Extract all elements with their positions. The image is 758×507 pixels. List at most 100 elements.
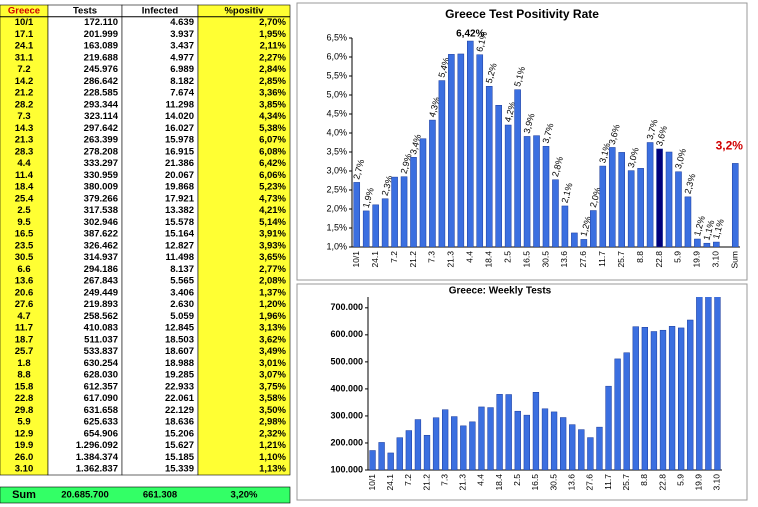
table-cell: 6.989 — [170, 64, 194, 75]
table-cell: 3,91% — [259, 229, 286, 240]
table-header: Greece — [8, 5, 40, 16]
table-cell: 21.3 — [15, 135, 34, 146]
table-cell: 3,07% — [259, 370, 286, 381]
table-cell: 25.7 — [15, 346, 34, 357]
sum-cell: 20.685.700 — [61, 490, 109, 501]
x-tick-label: 21.3 — [458, 474, 468, 491]
table-cell: 25.4 — [15, 193, 34, 204]
table-cell: 1,21% — [259, 440, 286, 451]
table-cell: 201.999 — [84, 29, 118, 40]
bar — [641, 327, 649, 470]
table-cell: 654.906 — [84, 428, 118, 439]
bar — [675, 171, 682, 247]
table-cell: 3,62% — [259, 334, 286, 345]
bar — [656, 148, 663, 247]
bar — [614, 358, 621, 470]
table-cell: 16.027 — [165, 123, 194, 134]
table-cell: 3,93% — [259, 240, 286, 251]
value-label: 3,2% — [716, 139, 744, 153]
table-cell: 4.977 — [170, 52, 194, 63]
table-cell: 258.562 — [84, 311, 118, 322]
table-cell: 20.6 — [15, 287, 34, 298]
bar — [533, 135, 540, 247]
table-cell: 20.067 — [165, 170, 194, 181]
bar — [438, 80, 446, 247]
y-tick-label: 3,5% — [326, 146, 347, 156]
table-cell: 18.988 — [165, 358, 194, 369]
table-cell: 172.110 — [84, 17, 118, 28]
table-cell: 533.837 — [84, 346, 118, 357]
table-cell: 219.688 — [84, 52, 118, 63]
bar — [561, 205, 569, 247]
bar — [372, 204, 379, 247]
table-cell: 13.382 — [165, 205, 194, 216]
bar — [632, 326, 639, 470]
column-bg — [121, 4, 199, 476]
table-cell: 3,49% — [259, 346, 286, 357]
table-cell: 3,65% — [259, 252, 286, 263]
bar — [457, 53, 465, 247]
x-tick-label: 21.2 — [421, 474, 431, 491]
x-tick-label: 3.10 — [711, 251, 721, 268]
bar — [476, 54, 484, 247]
table-cell: 1.8 — [17, 358, 30, 369]
bar — [514, 410, 521, 470]
table-cell: 1.296.092 — [76, 440, 118, 451]
bar — [627, 170, 635, 247]
bar — [646, 142, 654, 247]
bar — [514, 89, 521, 247]
y-tick-label: 700.000 — [330, 302, 363, 312]
table-cell: 631.658 — [84, 405, 118, 416]
table-cell: 22.8 — [15, 393, 34, 404]
bar — [495, 105, 502, 247]
table-cell: 2,70% — [259, 17, 286, 28]
table-cell: 12.845 — [165, 323, 195, 334]
bar — [605, 385, 612, 470]
bar — [414, 419, 422, 470]
y-tick-label: 4,0% — [326, 127, 347, 137]
table-cell: 219.893 — [84, 299, 118, 310]
table-cell: 4,34% — [259, 111, 286, 122]
table-cell: 612.357 — [84, 381, 118, 392]
bar — [550, 411, 558, 470]
bar — [569, 424, 576, 470]
table-cell: 3,50% — [259, 405, 286, 416]
table-cell: 4.7 — [17, 311, 30, 322]
table-cell: 1,13% — [259, 464, 286, 475]
column-bg — [0, 4, 49, 476]
bar — [731, 163, 739, 247]
table-cell: 297.642 — [84, 123, 118, 134]
table-cell: 19.868 — [165, 182, 194, 193]
bar — [381, 198, 389, 247]
table-cell: 630.254 — [84, 358, 119, 369]
bar — [378, 442, 385, 470]
table-cell: 22.129 — [165, 405, 194, 416]
table-cell: 18.4 — [15, 182, 34, 193]
x-tick-label: 22.8 — [657, 474, 667, 491]
table-cell: 410.083 — [84, 323, 118, 334]
table-cell: 330.959 — [84, 170, 118, 181]
table-cell: 4.639 — [170, 17, 194, 28]
table-cell: 3.10 — [15, 464, 34, 475]
bar — [505, 394, 512, 470]
table-cell: 4,73% — [259, 193, 286, 204]
bar — [469, 421, 476, 470]
table-cell: 326.462 — [84, 240, 118, 251]
table-cell: 15.8 — [15, 381, 34, 392]
table-cell: 8.137 — [170, 264, 194, 275]
bar — [590, 210, 597, 247]
table-cell: 15.185 — [165, 452, 195, 463]
table-cell: 9.5 — [17, 217, 31, 228]
table-cell: 16.5 — [15, 229, 34, 240]
table-cell: 2,32% — [259, 428, 286, 439]
bar — [587, 437, 594, 470]
table-cell: 2,11% — [260, 41, 287, 52]
bar — [362, 210, 370, 247]
x-tick-label: 13.6 — [559, 251, 569, 268]
table-cell: 17.1 — [15, 29, 34, 40]
y-tick-label: 400.000 — [330, 383, 363, 393]
table-cell: 7.3 — [17, 111, 30, 122]
x-tick-label: 5.9 — [675, 474, 685, 486]
bar — [665, 151, 673, 247]
y-tick-label: 1,5% — [326, 222, 347, 232]
